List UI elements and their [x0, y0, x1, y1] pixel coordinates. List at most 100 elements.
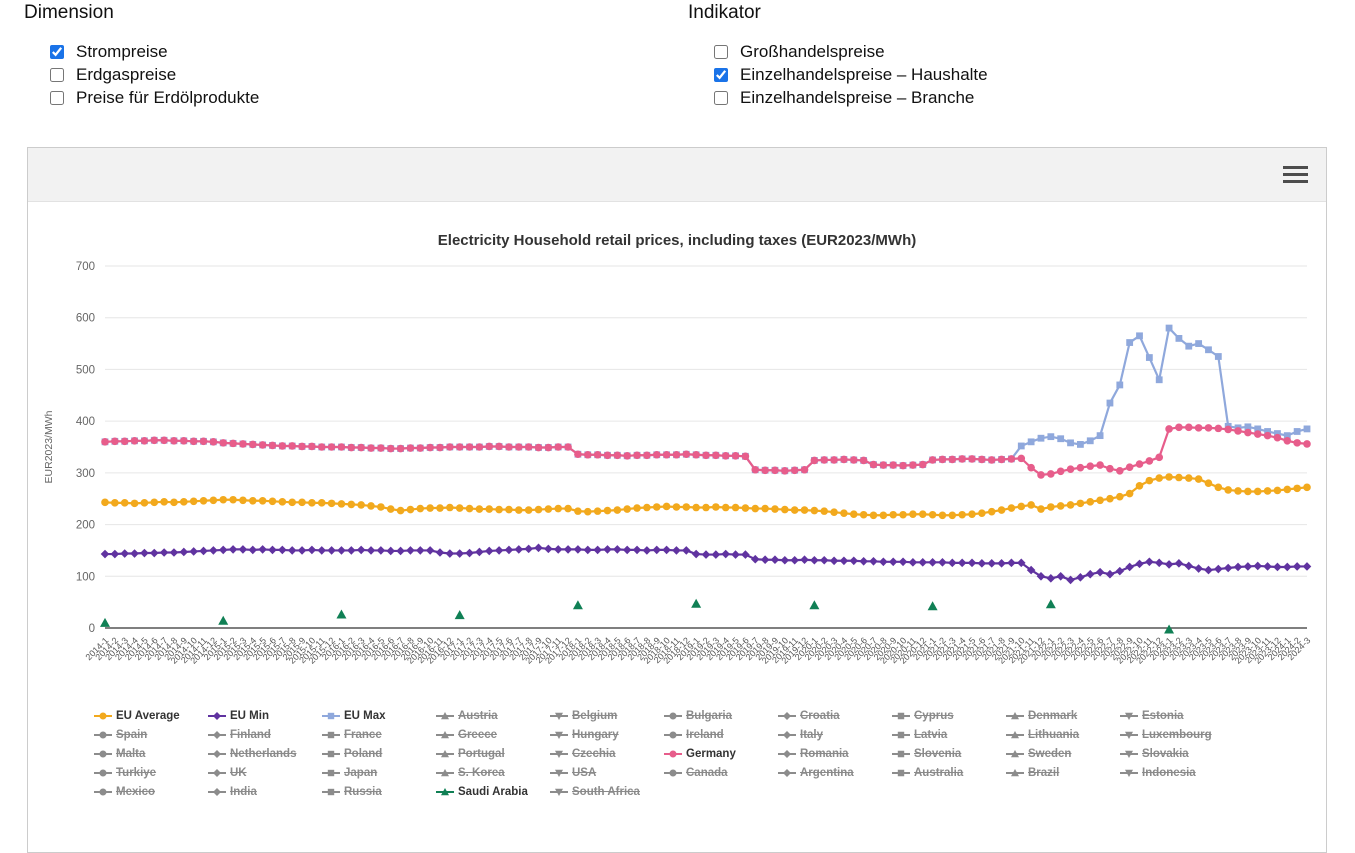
legend-item[interactable]: EU Average	[94, 706, 208, 725]
checkbox[interactable]	[714, 67, 728, 82]
filter-group-indikator: Indikator Großhandelspreise Einzelhandels…	[688, 0, 988, 109]
legend-item-label: Turkiye	[116, 766, 157, 779]
legend-item[interactable]: Portugal	[436, 744, 550, 763]
filter-option[interactable]: Preise für Erdölprodukte	[50, 86, 259, 109]
legend-marker-icon	[322, 788, 340, 795]
legend-item-label: Australia	[914, 766, 964, 779]
legend-item[interactable]: Lithuania	[1006, 725, 1120, 744]
filter-option-label: Einzelhandelspreise – Branche	[740, 87, 975, 107]
legend-marker-icon	[892, 750, 910, 757]
legend-item[interactable]: Cyprus	[892, 706, 1006, 725]
legend-item[interactable]: Indonesia	[1120, 763, 1234, 782]
legend-marker-icon	[550, 788, 568, 796]
legend-item-label: Argentina	[800, 766, 854, 779]
legend-item[interactable]: Hungary	[550, 725, 664, 744]
filter-option[interactable]: Strompreise	[50, 40, 259, 63]
legend-item[interactable]: Russia	[322, 782, 436, 801]
legend-marker-icon	[436, 711, 454, 719]
legend-item-label: France	[344, 728, 382, 741]
legend-item-label: EU Min	[230, 709, 269, 722]
hamburger-icon	[1283, 166, 1308, 169]
chart-menu-button[interactable]	[1283, 165, 1308, 184]
legend-item[interactable]: Bulgaria	[664, 706, 778, 725]
checkbox[interactable]	[714, 44, 728, 59]
legend-item[interactable]: Czechia	[550, 744, 664, 763]
legend-marker-icon	[94, 788, 112, 795]
legend-item[interactable]: Turkiye	[94, 763, 208, 782]
legend-item[interactable]: Croatia	[778, 706, 892, 725]
legend-item-label: Malta	[116, 747, 146, 760]
legend-item-label: Russia	[344, 785, 382, 798]
legend-marker-icon	[1120, 769, 1138, 777]
legend-item[interactable]: S. Korea	[436, 763, 550, 782]
legend-marker-icon	[208, 787, 226, 796]
legend-item-label: Mexico	[116, 785, 155, 798]
legend-item[interactable]: Slovenia	[892, 744, 1006, 763]
legend-item[interactable]: Germany	[664, 744, 778, 763]
legend-item-label: Sweden	[1028, 747, 1072, 760]
legend-marker-icon	[436, 730, 454, 738]
legend-item[interactable]: USA	[550, 763, 664, 782]
legend-item[interactable]: Italy	[778, 725, 892, 744]
legend-item[interactable]: Brazil	[1006, 763, 1120, 782]
legend-item[interactable]: Australia	[892, 763, 1006, 782]
legend-item-label: Bulgaria	[686, 709, 733, 722]
legend-marker-icon	[664, 750, 682, 757]
legend-item[interactable]: Poland	[322, 744, 436, 763]
legend-marker-icon	[550, 750, 568, 758]
legend-item-label: South Africa	[572, 785, 640, 798]
legend-item[interactable]: Romania	[778, 744, 892, 763]
checkbox[interactable]	[50, 90, 64, 105]
legend-item[interactable]: Sweden	[1006, 744, 1120, 763]
legend-item-label: USA	[572, 766, 597, 779]
legend-item[interactable]: Finland	[208, 725, 322, 744]
legend-item[interactable]: Malta	[94, 744, 208, 763]
legend-item[interactable]: Estonia	[1120, 706, 1234, 725]
legend-item-label: Japan	[344, 766, 378, 779]
legend-item[interactable]: Canada	[664, 763, 778, 782]
legend-item[interactable]: EU Max	[322, 706, 436, 725]
legend-item[interactable]: Austria	[436, 706, 550, 725]
legend-item[interactable]: Saudi Arabia	[436, 782, 550, 801]
checkbox[interactable]	[50, 44, 64, 59]
legend-item[interactable]: Ireland	[664, 725, 778, 744]
legend-marker-icon	[550, 712, 568, 720]
legend-item[interactable]: Belgium	[550, 706, 664, 725]
legend-item[interactable]: South Africa	[550, 782, 664, 801]
legend-item[interactable]: Spain	[94, 725, 208, 744]
legend-item-label: Poland	[344, 747, 383, 760]
legend-marker-icon	[322, 731, 340, 738]
filter-option[interactable]: Einzelhandelspreise – Haushalte	[714, 63, 988, 86]
legend-item[interactable]: France	[322, 725, 436, 744]
legend-item-label: Slovakia	[1142, 747, 1189, 760]
legend-marker-icon	[664, 731, 682, 738]
checkbox[interactable]	[50, 67, 64, 82]
legend-item-label: Lithuania	[1028, 728, 1080, 741]
checkbox[interactable]	[714, 90, 728, 105]
filter-option[interactable]: Erdgaspreise	[50, 63, 259, 86]
legend-item[interactable]: Denmark	[1006, 706, 1120, 725]
filter-option[interactable]: Einzelhandelspreise – Branche	[714, 86, 988, 109]
legend-item[interactable]: Argentina	[778, 763, 892, 782]
legend-item-label: EU Max	[344, 709, 386, 722]
legend-item[interactable]: UK	[208, 763, 322, 782]
legend-marker-icon	[94, 712, 112, 719]
legend-item[interactable]: Netherlands	[208, 744, 322, 763]
legend-item-label: Portugal	[458, 747, 505, 760]
legend-item[interactable]: Latvia	[892, 725, 1006, 744]
legend-marker-icon	[892, 712, 910, 719]
legend-item[interactable]: India	[208, 782, 322, 801]
legend-marker-icon	[1120, 712, 1138, 720]
legend-item[interactable]: Slovakia	[1120, 744, 1234, 763]
legend-item[interactable]: EU Min	[208, 706, 322, 725]
legend-item[interactable]: Luxembourg	[1120, 725, 1234, 744]
filter-options-dimension: Strompreise Erdgaspreise Preise für Erdölp…	[24, 40, 259, 109]
filter-group-dimension: Dimension Strompreise Erdgaspreise Preise …	[24, 0, 259, 109]
legend-item[interactable]: Mexico	[94, 782, 208, 801]
legend-item[interactable]: Greece	[436, 725, 550, 744]
legend-item-label: Ireland	[686, 728, 724, 741]
legend-marker-icon	[550, 769, 568, 777]
filter-option[interactable]: Großhandelspreise	[714, 40, 988, 63]
legend-item[interactable]: Japan	[322, 763, 436, 782]
svg-text:700: 700	[76, 261, 95, 273]
